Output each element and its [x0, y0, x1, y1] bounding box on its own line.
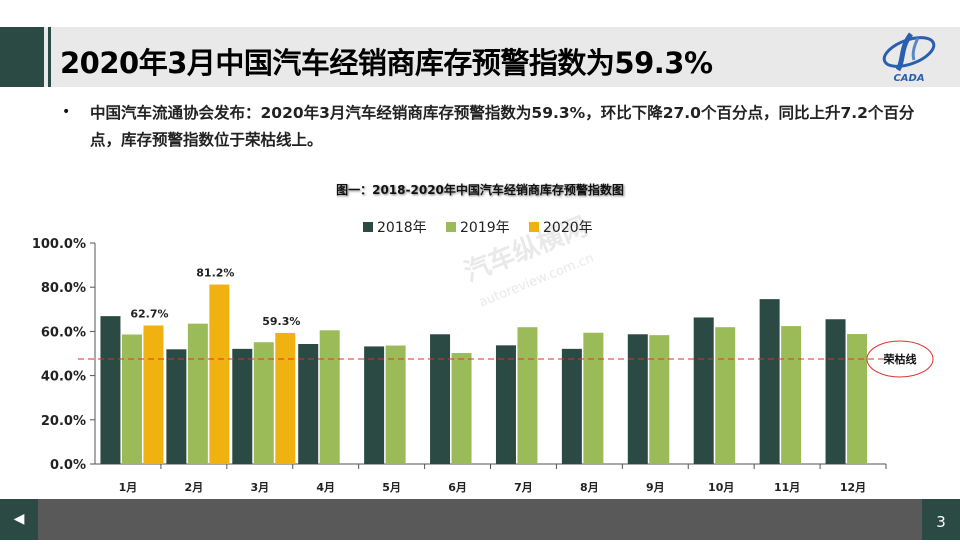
slide-title: 2020年3月中国汽车经销商库存预警指数为59.3% [60, 46, 713, 80]
bar-2018年-12月 [825, 319, 846, 464]
x-tick-label: 4月 [316, 481, 335, 494]
x-tick-label: 9月 [646, 481, 665, 494]
bar-chart: 汽车纵横网autoreview.com.cn0.0%20.0%40.0%60.0… [32, 211, 934, 494]
bar-2019年-4月 [319, 330, 340, 464]
bar-2020年-2月 [209, 284, 230, 464]
title-accent-block [0, 27, 44, 87]
title-accent-line [48, 27, 51, 87]
data-label: 81.2% [196, 267, 234, 280]
legend-swatch-2020年 [529, 222, 539, 232]
y-tick-label: 20.0% [41, 414, 86, 429]
bar-2018年-2月 [166, 349, 187, 464]
x-tick-label: 10月 [708, 481, 734, 494]
bar-2018年-10月 [693, 317, 714, 464]
x-tick-label: 6月 [448, 481, 467, 494]
data-label: 62.7% [130, 307, 168, 320]
legend-label: 2019年 [460, 220, 510, 236]
bar-2018年-7月 [495, 345, 516, 464]
bullet-dot: • [62, 104, 71, 120]
x-tick-label: 7月 [514, 481, 533, 494]
y-tick-label: 0.0% [50, 458, 86, 473]
footer-bar [0, 499, 960, 540]
x-tick-label: 12月 [840, 481, 866, 494]
chart-title: 图一：2018-2020年中国汽车经销商库存预警指数图 [336, 183, 624, 197]
cada-logo: CADA [882, 32, 936, 84]
bar-2019年-6月 [451, 353, 472, 464]
bar-2019年-10月 [715, 327, 736, 464]
bar-2018年-3月 [232, 348, 253, 464]
legend-label: 2018年 [377, 220, 427, 236]
x-tick-label: 5月 [382, 481, 401, 494]
bar-2019年-1月 [121, 334, 142, 464]
bar-2019年-9月 [649, 335, 670, 464]
y-tick-label: 60.0% [41, 325, 86, 340]
bar-2019年-5月 [385, 345, 406, 464]
bar-2020年-3月 [275, 332, 296, 464]
bar-2018年-1月 [100, 316, 121, 464]
bar-2019年-11月 [781, 326, 802, 464]
bar-2018年-11月 [759, 299, 780, 464]
bar-2019年-8月 [583, 332, 604, 464]
bar-2019年-3月 [253, 342, 274, 464]
left-arrow-icon: ◀ [13, 511, 25, 527]
data-label: 59.3% [262, 315, 300, 328]
title-bar [0, 27, 960, 87]
y-tick-label: 100.0% [32, 237, 86, 252]
svg-text:CADA: CADA [893, 73, 924, 84]
y-tick-label: 40.0% [41, 370, 86, 385]
legend-swatch-2018年 [363, 222, 373, 232]
bar-2019年-7月 [517, 327, 538, 464]
x-tick-label: 2月 [185, 481, 204, 494]
x-tick-label: 11月 [774, 481, 800, 494]
summary-bullet: 中国汽车流通协会发布：2020年3月汽车经销商库存预警指数为59.3%，环比下降… [90, 104, 915, 149]
reference-line-callout [866, 340, 934, 378]
bar-2019年-12月 [847, 334, 868, 464]
bar-2018年-5月 [364, 346, 385, 464]
x-tick-label: 3月 [250, 481, 269, 494]
legend-label: 2020年 [543, 220, 593, 236]
bar-2018年-4月 [298, 343, 319, 464]
bar-2020年-1月 [143, 325, 164, 464]
y-tick-label: 80.0% [41, 281, 86, 296]
page-number: 3 [922, 499, 960, 540]
bar-2018年-6月 [430, 334, 451, 464]
prev-slide-button[interactable]: ◀ [0, 499, 38, 540]
bar-2018年-9月 [627, 334, 648, 464]
reference-line-label: 荣枯线 [883, 352, 917, 366]
legend-swatch-2019年 [446, 222, 456, 232]
bar-2019年-2月 [187, 323, 208, 464]
bar-2018年-8月 [561, 348, 582, 464]
x-tick-label: 8月 [580, 481, 599, 494]
x-tick-label: 1月 [119, 481, 138, 494]
